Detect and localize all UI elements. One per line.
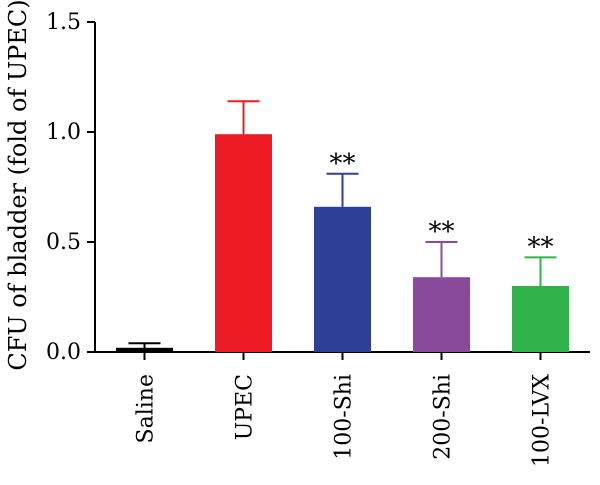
y-tick-label: 0.5 (46, 230, 81, 255)
y-tick-label: 1.5 (46, 10, 81, 35)
labels: 0.0 0.5 1.0 1.5 Saline UPEC ** 100-Shi ** 200-Shi… (46, 10, 555, 467)
y-tick-label: 1.0 (46, 120, 81, 145)
x-tick-label: 100-LVX (530, 374, 555, 467)
x-tick-label: UPEC (233, 374, 258, 440)
bar-saline (116, 347, 173, 352)
bar-upec (215, 134, 272, 352)
bar-200-shi (413, 277, 470, 352)
bars (116, 100, 569, 352)
significance-annotation: ** (528, 232, 554, 262)
x-tick-label: 200-Shi (431, 374, 456, 460)
significance-annotation: ** (429, 217, 455, 247)
bar-100-shi (314, 206, 371, 352)
y-axis-label: CFU of bladder (fold of UPEC) (4, 0, 32, 371)
x-tick-label: 100-Shi (332, 374, 357, 460)
y-tick-label: 0.0 (46, 340, 81, 365)
significance-annotation: ** (330, 149, 356, 179)
x-tick-label: Saline (134, 374, 159, 443)
bar-100-lvx (512, 286, 569, 352)
